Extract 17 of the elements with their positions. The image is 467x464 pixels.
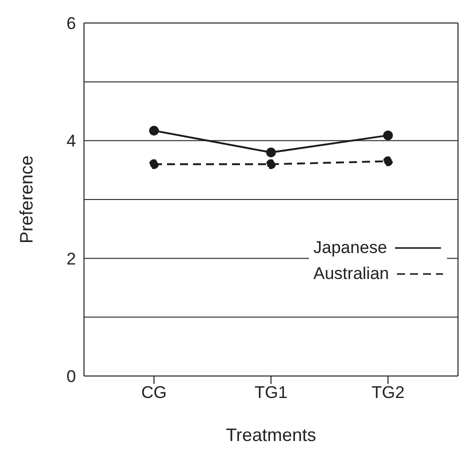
legend-label: Japanese [313, 237, 388, 259]
point [266, 159, 276, 170]
x-axis-title: Treatments [226, 425, 316, 445]
point [149, 159, 159, 170]
y-tick-label: 6 [66, 14, 76, 34]
x-tick-label: CG [141, 383, 167, 402]
point [383, 130, 393, 140]
y-tick-label: 4 [66, 132, 76, 151]
point [383, 156, 393, 166]
x-tick-label: TG1 [254, 383, 288, 402]
x-tick-label: TG2 [371, 383, 405, 402]
point [149, 126, 159, 136]
point [266, 148, 276, 158]
y-tick-label: 2 [66, 249, 76, 268]
y-tick-label: 0 [66, 367, 76, 386]
y-axis-title: Preference [16, 155, 36, 244]
legend-label: Australian [313, 263, 389, 285]
